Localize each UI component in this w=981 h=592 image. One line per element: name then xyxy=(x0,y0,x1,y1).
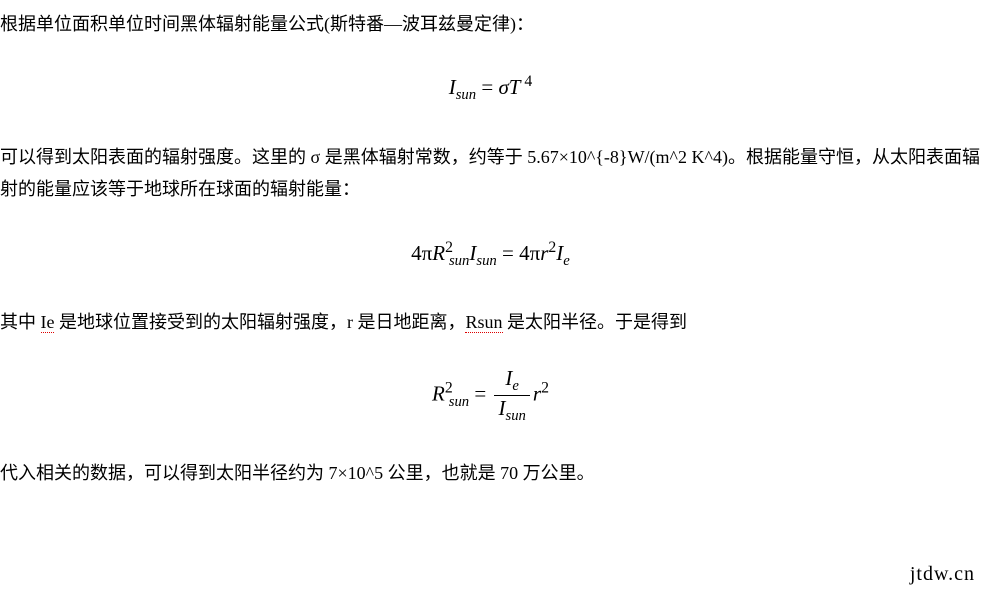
text-segment: 是太阳半径。于是得到 xyxy=(503,312,688,332)
subscript-e: e xyxy=(563,253,570,269)
exponent-4: 4 xyxy=(520,73,532,90)
symbol-R: R xyxy=(432,241,445,265)
symbol-sigma: σ xyxy=(498,75,508,99)
spellcheck-mark-ie: Ie xyxy=(41,312,55,333)
paragraph-1: 根据单位面积单位时间黑体辐射能量公式(斯特番—波耳兹曼定律)： xyxy=(0,8,981,40)
subscript-sun: sun xyxy=(476,253,496,269)
paragraph-3: 其中 Ie 是地球位置接受到的太阳辐射强度，r 是日地距离，Rsun 是太阳半径… xyxy=(0,306,981,338)
watermark-text: jtdw.cn xyxy=(910,556,975,592)
symbol-r: r xyxy=(533,382,541,406)
term-4pi-right: 4π xyxy=(519,241,540,265)
formula-stefan-boltzmann: Isun = σT 4 xyxy=(0,68,981,109)
formula-energy-conservation: 4πR2sunIsun = 4πr2Ie xyxy=(0,234,981,275)
subscript-e: e xyxy=(512,378,519,394)
paragraph-2: 可以得到太阳表面的辐射强度。这里的 σ 是黑体辐射常数，约等于 5.67×10^… xyxy=(0,141,981,206)
symbol-R: R xyxy=(432,382,445,406)
document-body: 根据单位面积单位时间黑体辐射能量公式(斯特番—波耳兹曼定律)： Isun = σ… xyxy=(0,0,981,489)
denominator: Isun xyxy=(494,396,529,424)
numerator: Ie xyxy=(494,367,529,396)
text-segment: 是地球位置接受到的太阳辐射强度，r 是日地距离， xyxy=(54,312,465,332)
symbol-I: I xyxy=(449,75,456,99)
subscript-sun: sun xyxy=(449,394,469,410)
subscript-sun: sun xyxy=(505,408,525,424)
subscript-sun: sun xyxy=(449,253,469,269)
spellcheck-mark-rsun: Rsun xyxy=(465,312,502,333)
fraction: IeIsun xyxy=(494,367,529,425)
formula-solar-radius: R2sun = IeIsunr2 xyxy=(0,367,981,425)
equals-sign: = xyxy=(497,241,519,265)
paragraph-4: 代入相关的数据，可以得到太阳半径约为 7×10^5 公里，也就是 70 万公里。 xyxy=(0,457,981,489)
equals-sign: = xyxy=(476,75,498,99)
term-4pi-left: 4π xyxy=(411,241,432,265)
symbol-T: T xyxy=(509,75,521,99)
subscript-sun: sun xyxy=(456,88,476,104)
exponent-2: 2 xyxy=(541,380,549,397)
text-segment: 其中 xyxy=(0,312,41,332)
equals-sign: = xyxy=(469,382,491,406)
